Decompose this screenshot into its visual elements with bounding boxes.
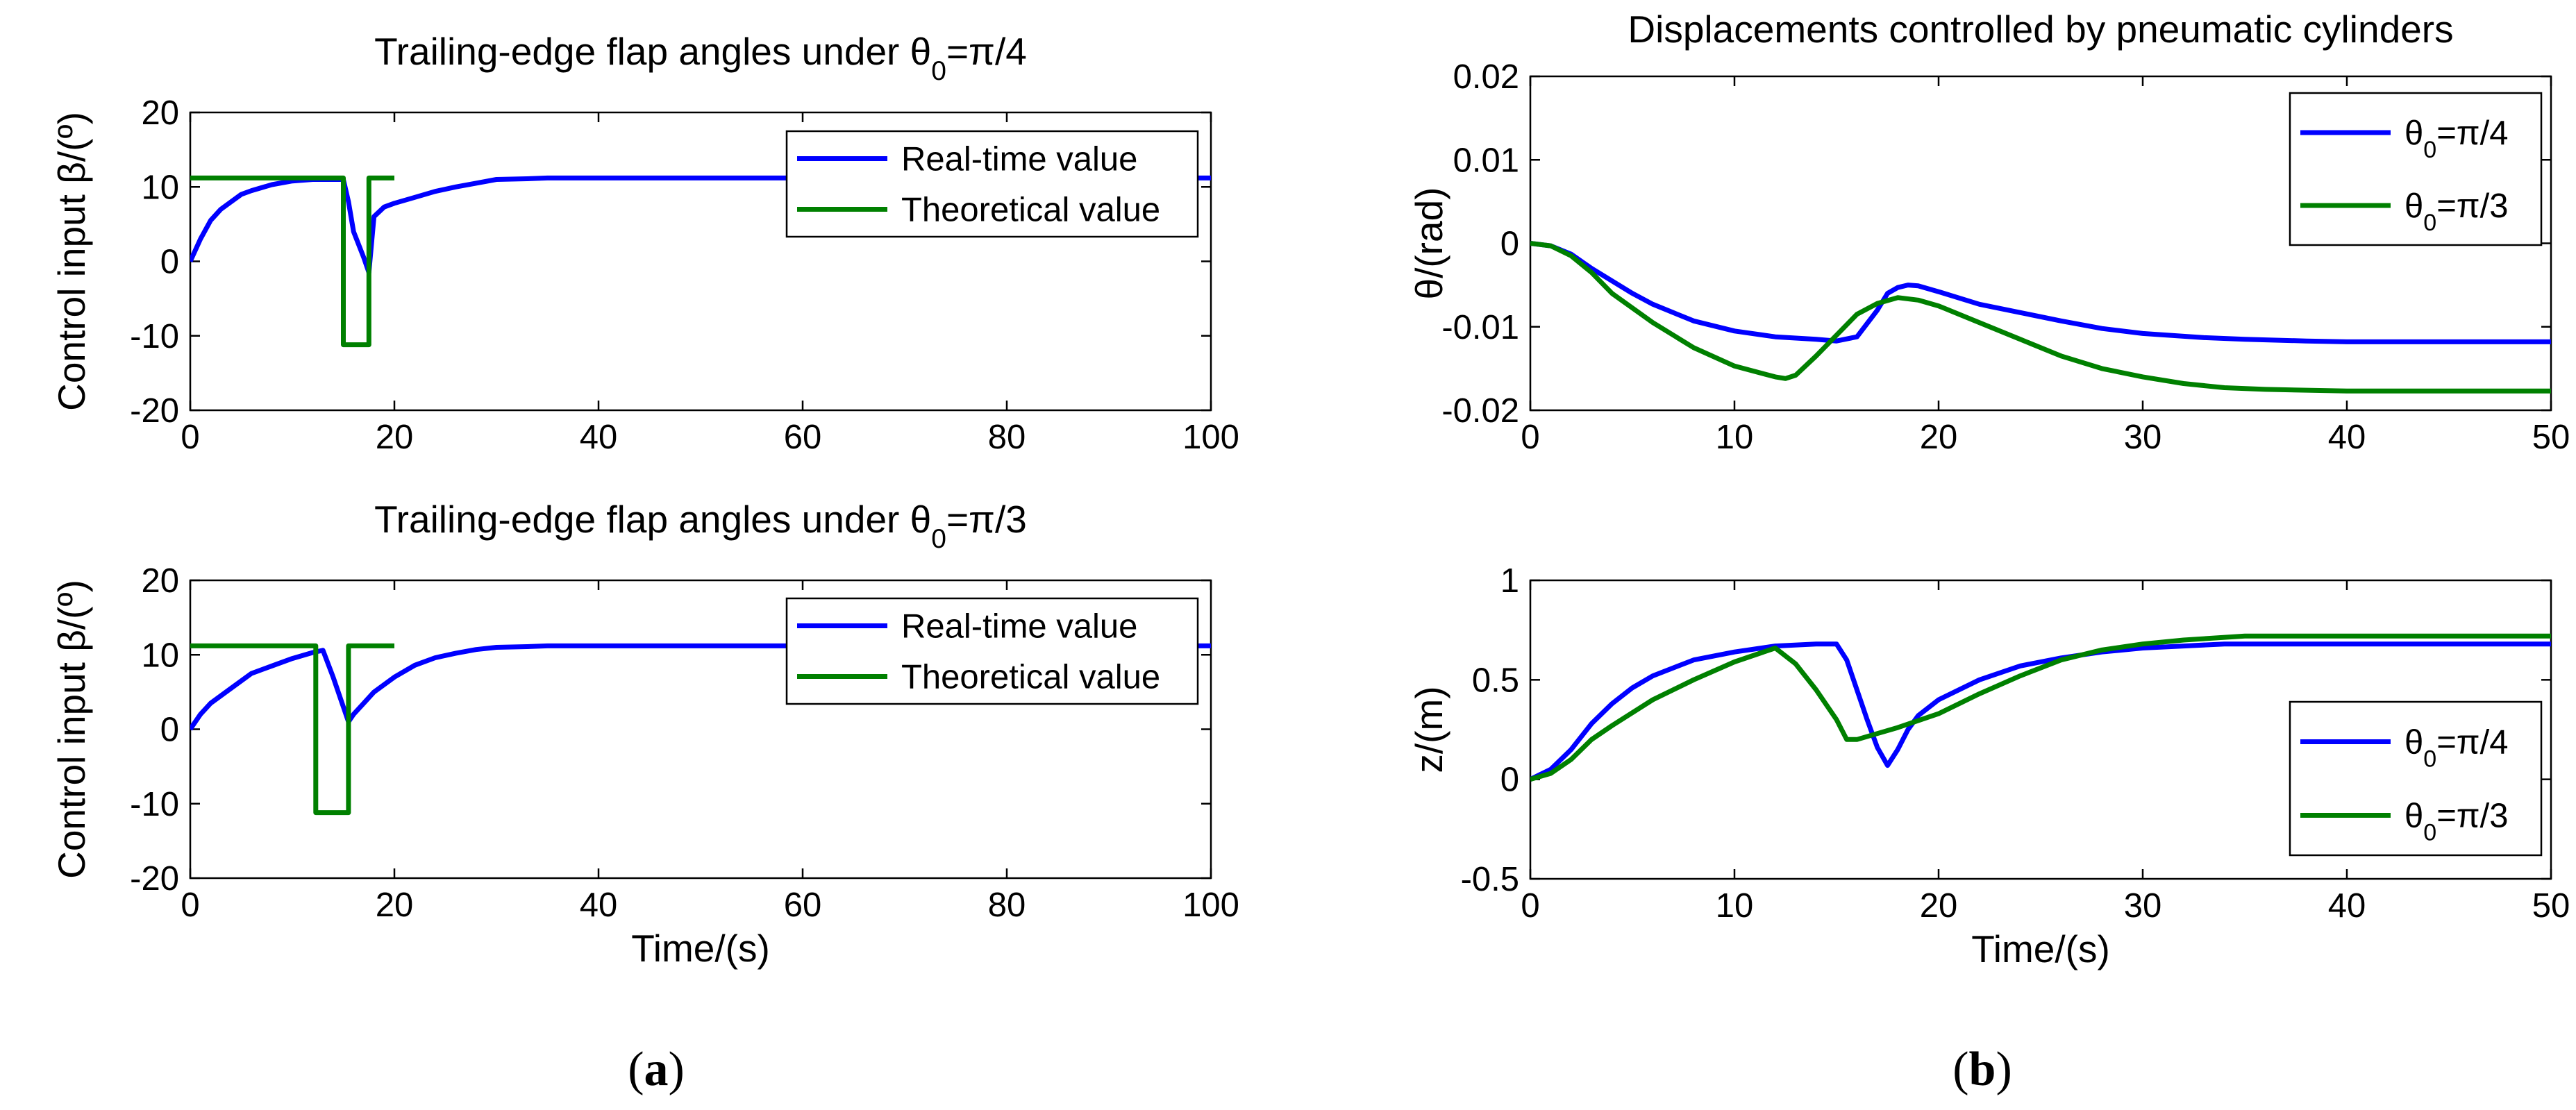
x-tick-label: 10 bbox=[1716, 887, 1754, 925]
y-tick-label: 0 bbox=[1500, 762, 1519, 799]
chart-2: 0 20 40 60 80 100 -20 -10 0 10 20 Trailing-edge fla… bbox=[50, 498, 1239, 970]
y-tick-label: 10 bbox=[141, 637, 179, 674]
x-tick-label: 40 bbox=[580, 419, 618, 456]
chart-title: Displacements controlled by pneumatic cy… bbox=[1628, 8, 2453, 51]
x-tick-label: 50 bbox=[2532, 887, 2570, 925]
series-line-2 bbox=[1530, 241, 2551, 394]
x-tick-label: 80 bbox=[988, 886, 1026, 924]
y-tick-label: -20 bbox=[130, 860, 179, 898]
legend: θ0=π/4 θ0=π/3 bbox=[2289, 92, 2543, 246]
panel-label-b: (b) bbox=[1952, 1043, 2012, 1096]
y-tick-label: -0.5 bbox=[1461, 861, 1519, 898]
y-axis-label: Control input β/(º) bbox=[50, 112, 93, 411]
x-tick-label: 30 bbox=[2124, 419, 2162, 456]
x-tick-label: 100 bbox=[1182, 886, 1239, 924]
y-tick-label: 20 bbox=[141, 562, 179, 600]
series-line-1 bbox=[190, 643, 1211, 731]
y-tick-label: 1 bbox=[1500, 562, 1519, 600]
legend-label-1: Real-time value bbox=[901, 141, 1137, 178]
x-tick-label: 40 bbox=[2328, 419, 2366, 456]
x-tick-label: 100 bbox=[1182, 419, 1239, 456]
chart-1: 0 20 40 60 80 100 -20 -10 0 10 20 Trailing-edge fla… bbox=[50, 30, 1239, 456]
y-tick-label: -0.01 bbox=[1441, 309, 1519, 346]
x-tick-label: 20 bbox=[376, 419, 414, 456]
x-tick-label: 30 bbox=[2124, 887, 2162, 925]
legend-label-2: θ0=π/3 bbox=[2404, 798, 2508, 846]
x-tick-label: 10 bbox=[1716, 419, 1754, 456]
x-tick-label: 0 bbox=[1521, 887, 1539, 925]
legend-box bbox=[785, 130, 1199, 238]
chart-title: Trailing-edge flap angles under θ0=π/4 bbox=[374, 30, 1027, 86]
series-line-2 bbox=[190, 643, 394, 816]
x-tick-label: 60 bbox=[784, 886, 822, 924]
legend-label-1: θ0=π/4 bbox=[2404, 723, 2508, 772]
x-tick-label: 20 bbox=[1920, 887, 1958, 925]
x-axis-label: Time/(s) bbox=[631, 927, 770, 970]
series-line-1 bbox=[190, 175, 1211, 276]
legend: θ0=π/4 θ0=π/3 bbox=[2289, 700, 2543, 857]
series-line-2 bbox=[1530, 633, 2551, 782]
y-tick-label: 0.01 bbox=[1453, 142, 1519, 179]
x-tick-label: 40 bbox=[2328, 887, 2366, 925]
y-tick-label: -0.02 bbox=[1441, 392, 1519, 430]
legend-box bbox=[2289, 92, 2543, 246]
x-tick-label: 0 bbox=[1521, 419, 1539, 456]
chart-4: 0 10 20 30 40 50-0.500.51z/(m)Time/(s)θ0=π/4θ… bbox=[1407, 562, 2570, 970]
legend-label-2: θ0=π/3 bbox=[2404, 187, 2508, 236]
legend-label-1: Real-time value bbox=[901, 608, 1137, 646]
series-line-1 bbox=[1530, 241, 2551, 344]
legend: Real-time value Theoretical value bbox=[785, 597, 1199, 705]
x-tick-label: 40 bbox=[580, 886, 618, 924]
x-axis-label: Time/(s) bbox=[1971, 927, 2110, 970]
y-tick-label: 10 bbox=[141, 169, 179, 206]
chart-title: Trailing-edge flap angles under θ0=π/3 bbox=[374, 498, 1027, 554]
legend-label-2: Theoretical value bbox=[901, 658, 1160, 696]
y-tick-label: 20 bbox=[141, 94, 179, 132]
y-tick-label: 0 bbox=[160, 712, 179, 749]
y-tick-label: -20 bbox=[130, 392, 179, 430]
chart-3: 0 10 20 30 40 50 -0.02 -0.01 0 0.01 0.02 Displaceme… bbox=[1407, 8, 2570, 456]
legend-box bbox=[2289, 700, 2543, 857]
legend-label-2: Theoretical value bbox=[901, 191, 1160, 228]
y-tick-label: 0.02 bbox=[1453, 58, 1519, 96]
legend-label-1: θ0=π/4 bbox=[2404, 115, 2508, 163]
legend: Real-time value Theoretical value bbox=[785, 130, 1199, 238]
panel-label-a: (a) bbox=[628, 1043, 685, 1096]
x-tick-label: 0 bbox=[181, 419, 199, 456]
x-tick-label: 0 bbox=[181, 886, 199, 924]
x-tick-label: 20 bbox=[376, 886, 414, 924]
y-tick-label: -10 bbox=[130, 786, 179, 823]
y-tick-label: 0 bbox=[160, 244, 179, 281]
x-tick-label: 50 bbox=[2532, 419, 2570, 456]
plot-area bbox=[1529, 579, 2552, 880]
x-tick-label: 20 bbox=[1920, 419, 1958, 456]
x-tick-label: 80 bbox=[988, 419, 1026, 456]
y-tick-label: 0.5 bbox=[1472, 662, 1519, 699]
y-tick-label: 0 bbox=[1500, 226, 1519, 263]
series-line-2 bbox=[190, 175, 394, 348]
y-tick-label: -10 bbox=[130, 318, 179, 355]
y-axis-label: θ/(rad) bbox=[1407, 187, 1450, 300]
y-axis-label: z/(m) bbox=[1407, 686, 1450, 773]
legend-box bbox=[785, 597, 1199, 705]
y-axis-label: Control input β/(º) bbox=[50, 580, 93, 879]
x-tick-label: 60 bbox=[784, 419, 822, 456]
